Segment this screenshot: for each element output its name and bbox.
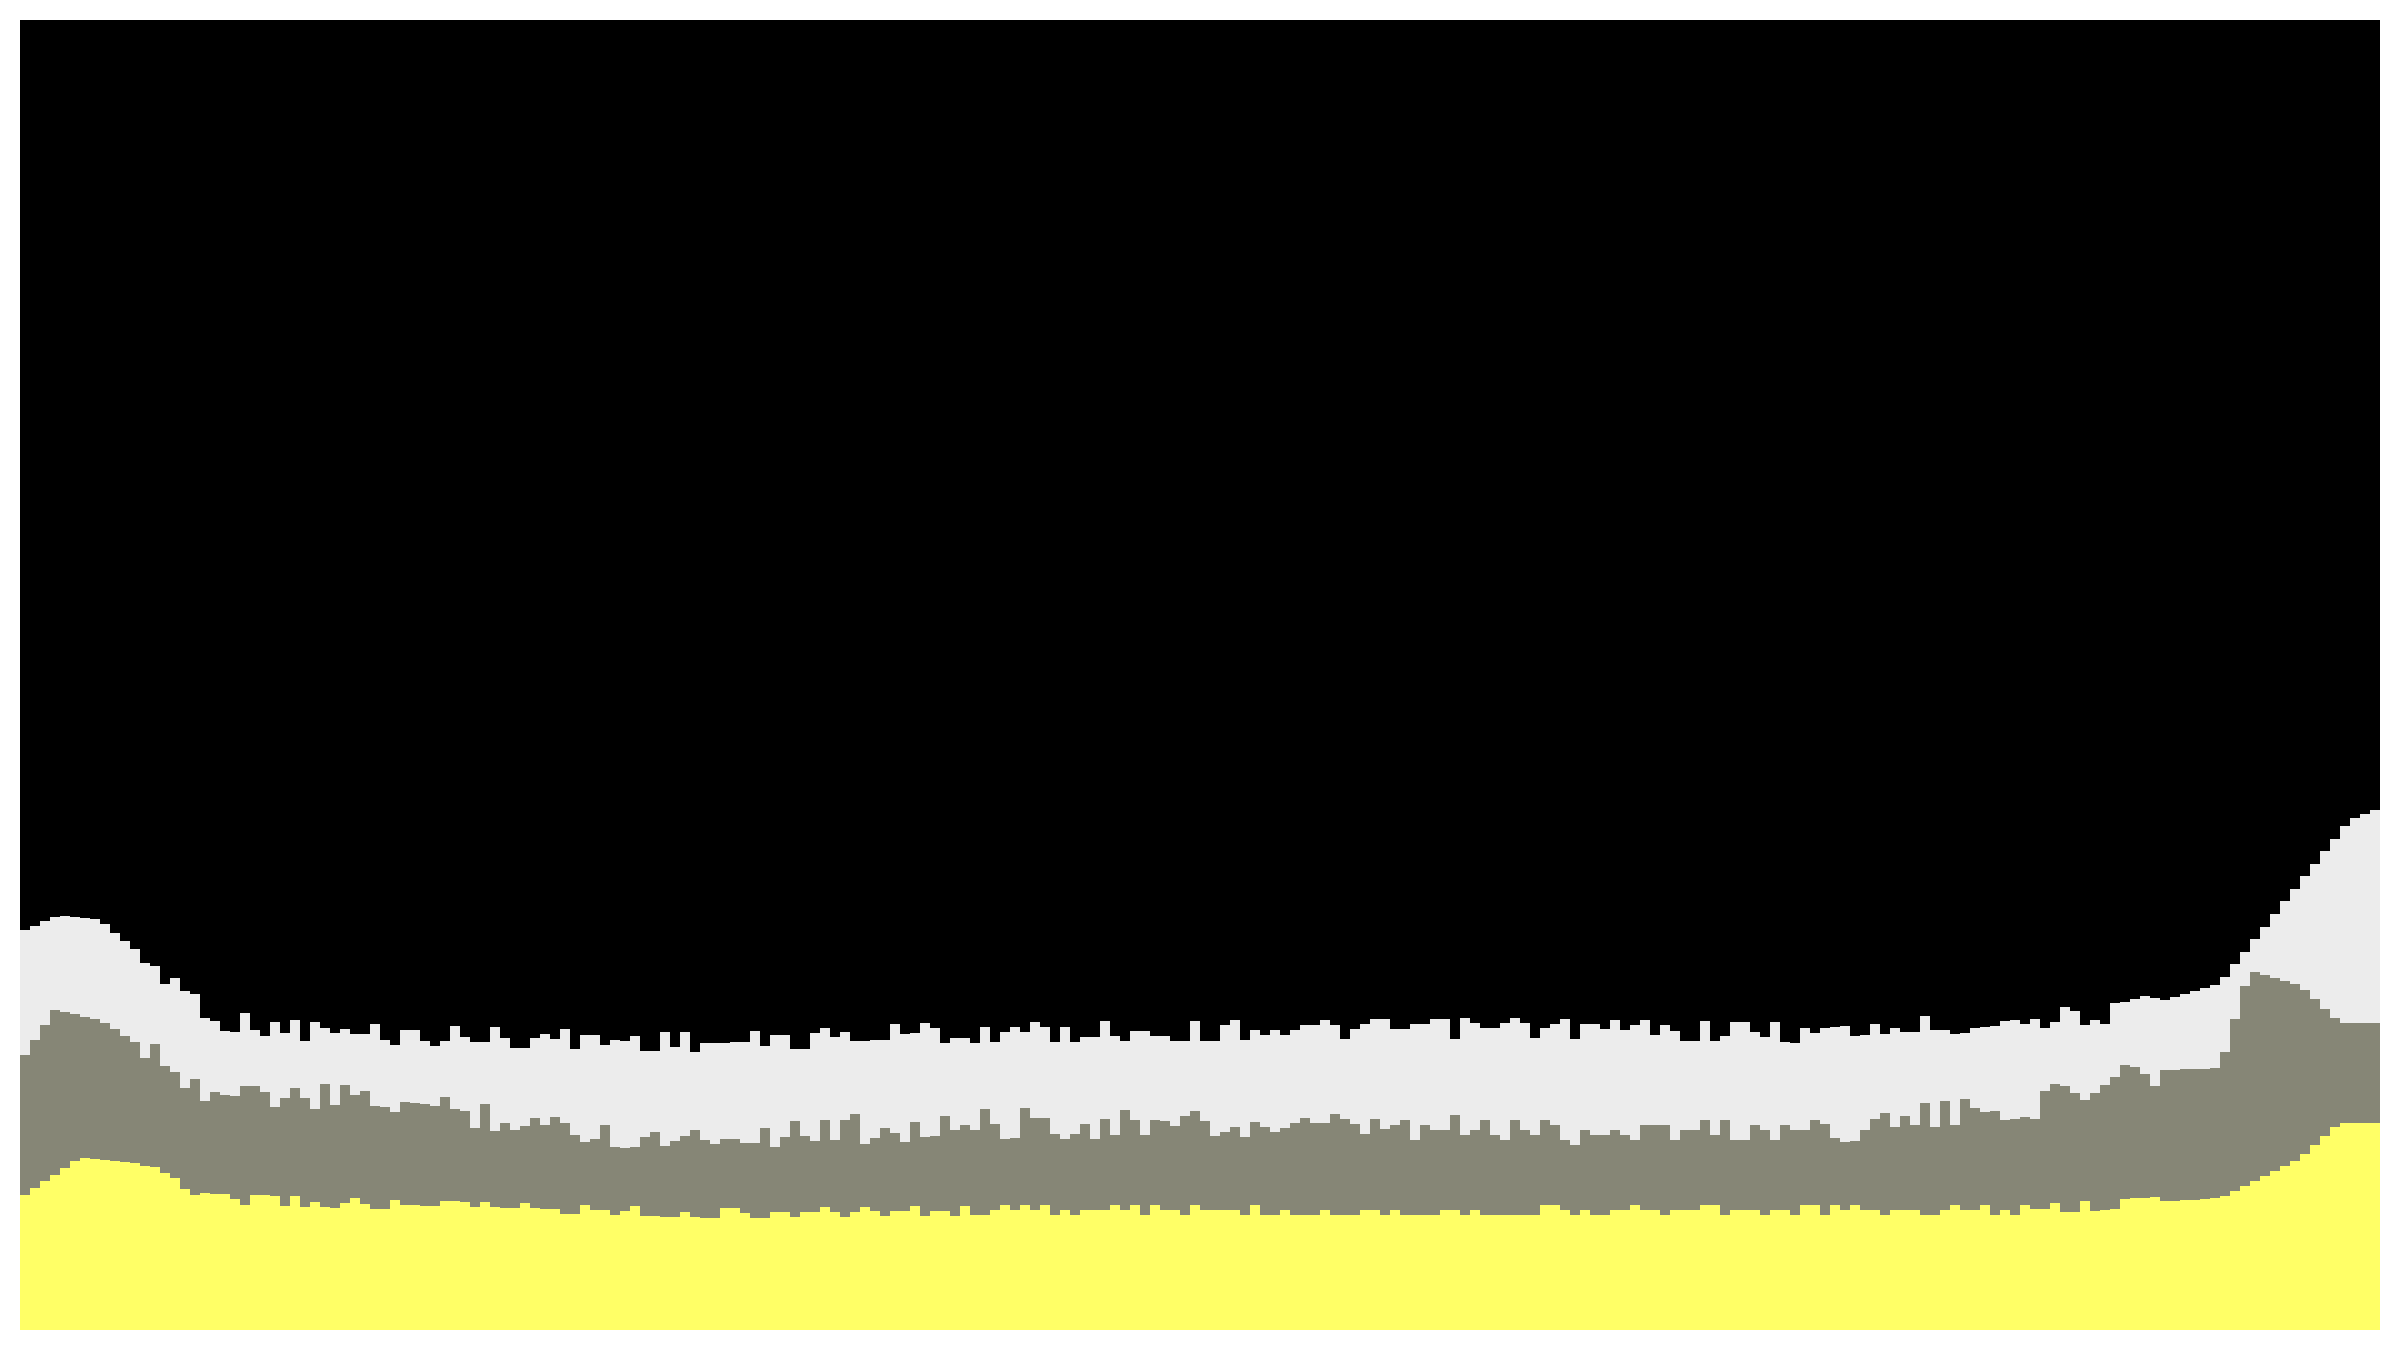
terrain-canvas xyxy=(20,20,2380,1330)
game-viewport[interactable] xyxy=(20,20,2380,1330)
sand-terrain-layer xyxy=(20,1123,2380,1330)
